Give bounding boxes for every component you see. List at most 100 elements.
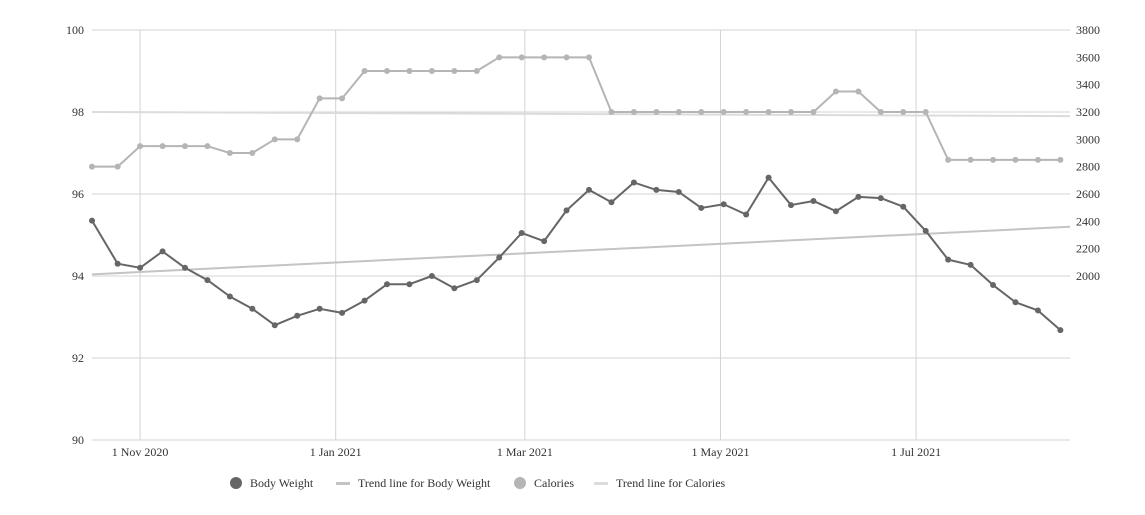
data-point-body-weight bbox=[384, 281, 391, 288]
data-point-calories bbox=[384, 68, 391, 74]
data-point-body-weight bbox=[810, 197, 817, 204]
legend-label-calories-trend: Trend line for Calories bbox=[616, 475, 726, 490]
y-right-tick-label: 2000 bbox=[1076, 269, 1100, 283]
data-point-body-weight bbox=[967, 261, 974, 268]
data-point-body-weight bbox=[586, 186, 593, 193]
data-point-body-weight bbox=[361, 297, 368, 304]
data-point-calories bbox=[563, 54, 570, 61]
x-tick-label: 1 Jan 2021 bbox=[310, 445, 362, 459]
data-point-body-weight bbox=[765, 174, 772, 181]
data-point-body-weight bbox=[720, 201, 727, 208]
data-point-body-weight bbox=[249, 305, 256, 312]
legend-item-calories-trend[interactable]: Trend line for Calories bbox=[594, 473, 725, 493]
x-tick-label: 1 Jul 2021 bbox=[891, 445, 941, 459]
data-point-calories bbox=[496, 54, 503, 61]
data-point-body-weight bbox=[1012, 299, 1019, 306]
data-point-calories bbox=[877, 109, 884, 115]
data-point-calories bbox=[675, 109, 682, 115]
data-point-body-weight bbox=[900, 203, 907, 210]
legend-item-calories[interactable]: Calories bbox=[514, 473, 574, 493]
data-point-calories bbox=[922, 109, 929, 115]
data-point-calories bbox=[698, 109, 705, 115]
data-point-calories bbox=[945, 156, 952, 163]
legend-item-body-weight[interactable]: Body Weight bbox=[230, 473, 313, 493]
y-left-tick-label: 96 bbox=[72, 187, 84, 201]
data-point-calories bbox=[271, 136, 278, 143]
data-point-body-weight bbox=[788, 202, 795, 209]
y-right-tick-label: 3800 bbox=[1076, 23, 1100, 37]
data-point-body-weight bbox=[518, 229, 525, 236]
data-point-body-weight bbox=[743, 211, 750, 218]
data-point-body-weight bbox=[1057, 327, 1064, 334]
data-point-body-weight bbox=[541, 238, 548, 245]
data-point-calories bbox=[181, 143, 188, 150]
data-point-calories bbox=[1012, 156, 1019, 163]
data-point-calories bbox=[788, 109, 795, 115]
data-point-body-weight bbox=[675, 188, 682, 195]
data-point-body-weight bbox=[226, 293, 233, 300]
x-axis: 1 Nov 2020 1 Jan 2021 1 Mar 2021 1 May 2021… bbox=[112, 445, 941, 459]
data-point-calories bbox=[1057, 156, 1064, 163]
data-point-body-weight bbox=[271, 322, 278, 329]
y-right-tick-label: 2600 bbox=[1076, 187, 1100, 201]
data-point-body-weight bbox=[428, 273, 435, 279]
y-left-tick-label: 100 bbox=[66, 23, 84, 37]
data-point-body-weight bbox=[855, 193, 862, 200]
data-point-calories bbox=[204, 143, 211, 150]
data-point-calories bbox=[743, 109, 750, 115]
data-point-calories bbox=[89, 163, 95, 170]
series-line-calories bbox=[92, 56, 1061, 168]
data-point-body-weight bbox=[990, 282, 997, 289]
data-point-calories bbox=[720, 109, 727, 115]
data-point-calories bbox=[114, 163, 121, 170]
data-point-body-weight bbox=[451, 285, 458, 292]
data-point-calories bbox=[990, 156, 997, 163]
y-right-tick-label: 2800 bbox=[1076, 160, 1100, 174]
data-point-body-weight bbox=[316, 305, 323, 312]
data-point-body-weight bbox=[114, 260, 121, 267]
y-right-tick-label: 3400 bbox=[1076, 78, 1100, 92]
data-point-calories bbox=[249, 150, 256, 156]
y-left-tick-label: 92 bbox=[72, 351, 84, 365]
y-right-tick-label: 2200 bbox=[1076, 242, 1100, 256]
data-point-body-weight bbox=[137, 264, 144, 271]
data-point-body-weight bbox=[877, 195, 884, 202]
data-point-calories bbox=[226, 150, 233, 156]
data-point-body-weight bbox=[159, 248, 166, 255]
data-point-body-weight bbox=[698, 204, 705, 211]
data-point-calories bbox=[765, 109, 772, 115]
grid bbox=[92, 29, 1070, 441]
data-point-body-weight bbox=[1034, 307, 1041, 314]
x-tick-label: 1 Mar 2021 bbox=[497, 445, 553, 459]
data-point-calories bbox=[518, 54, 525, 61]
legend: Body Weight Trend line for Body Weight C… bbox=[0, 473, 1145, 495]
data-point-calories bbox=[967, 156, 974, 163]
data-point-calories bbox=[1034, 156, 1041, 163]
data-point-calories bbox=[473, 68, 480, 74]
data-point-calories bbox=[361, 68, 368, 74]
data-point-body-weight bbox=[630, 179, 637, 186]
legend-swatch-body-weight bbox=[230, 477, 242, 489]
legend-label-body-weight-trend: Trend line for Body Weight bbox=[358, 475, 491, 490]
data-point-body-weight bbox=[204, 277, 211, 284]
y-left-tick-label: 94 bbox=[72, 269, 84, 283]
data-point-calories bbox=[406, 68, 413, 74]
data-point-calories bbox=[428, 68, 435, 74]
legend-label-calories: Calories bbox=[534, 475, 574, 490]
series-line-trend-line-for-body-weight bbox=[91, 225, 1071, 276]
data-point-body-weight bbox=[496, 254, 503, 261]
data-point-calories bbox=[832, 88, 839, 95]
legend-label-body-weight: Body Weight bbox=[250, 475, 314, 490]
legend-item-body-weight-trend[interactable]: Trend line for Body Weight bbox=[336, 473, 490, 493]
data-point-calories bbox=[608, 109, 615, 115]
y-right-tick-label: 3200 bbox=[1076, 105, 1100, 119]
data-point-body-weight bbox=[339, 309, 346, 316]
y-right-tick-label: 3600 bbox=[1076, 50, 1100, 64]
legend-swatch-body-weight-trend bbox=[336, 481, 350, 485]
data-point-body-weight bbox=[653, 186, 660, 193]
data-point-body-weight bbox=[181, 264, 188, 271]
data-point-calories bbox=[900, 109, 907, 115]
data-point-calories bbox=[451, 68, 458, 74]
data-point-calories bbox=[855, 88, 862, 95]
